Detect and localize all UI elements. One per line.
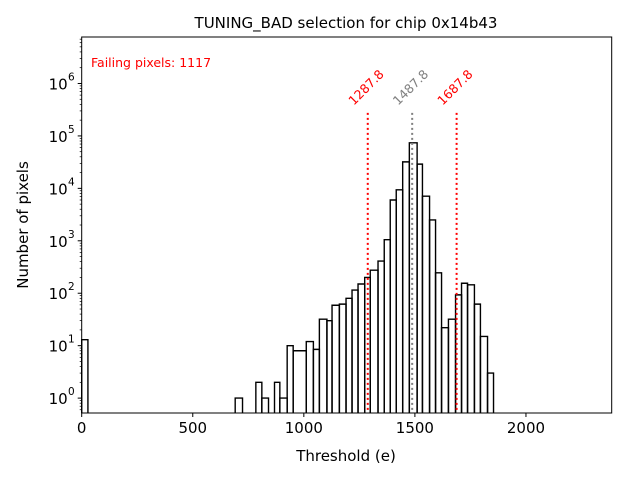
histogram-bin [261,397,270,413]
failing-pixels-annotation: Failing pixels: 1117 [91,55,211,70]
y-tick-exponent: 6 [68,71,75,83]
y-tick-exponent: 5 [68,124,75,136]
y-tick-label: 10 [49,338,68,356]
y-tick-label: 10 [49,233,68,251]
x-axis: 0 500 1000 1500 2000 [77,413,545,437]
y-tick-exponent: 3 [68,229,75,241]
histogram-bin [234,397,244,413]
x-axis-label: Threshold (e) [295,447,396,465]
y-tick-exponent: 2 [68,281,75,293]
y-tick-exponent: 0 [68,386,75,398]
y-tick-exponent: 1 [68,334,75,346]
histogram-bin [486,372,495,413]
y-tick-label: 10 [49,128,68,146]
y-tick-label: 10 [49,180,68,198]
chart-title: TUNING_BAD selection for chip 0x14b43 [194,14,498,33]
y-tick-exponent: 4 [68,176,75,188]
x-tick-label: 1500 [396,419,434,437]
y-tick-label: 10 [49,75,68,93]
x-tick-label: 0 [77,419,87,437]
y-tick-label: 10 [49,285,68,303]
x-tick-label: 500 [178,419,207,437]
y-axis-label: Number of pixels [14,161,32,289]
x-tick-label: 1000 [285,419,323,437]
y-tick-label: 10 [49,390,68,408]
axes-frame [81,36,613,414]
x-tick-label: 2000 [507,419,545,437]
